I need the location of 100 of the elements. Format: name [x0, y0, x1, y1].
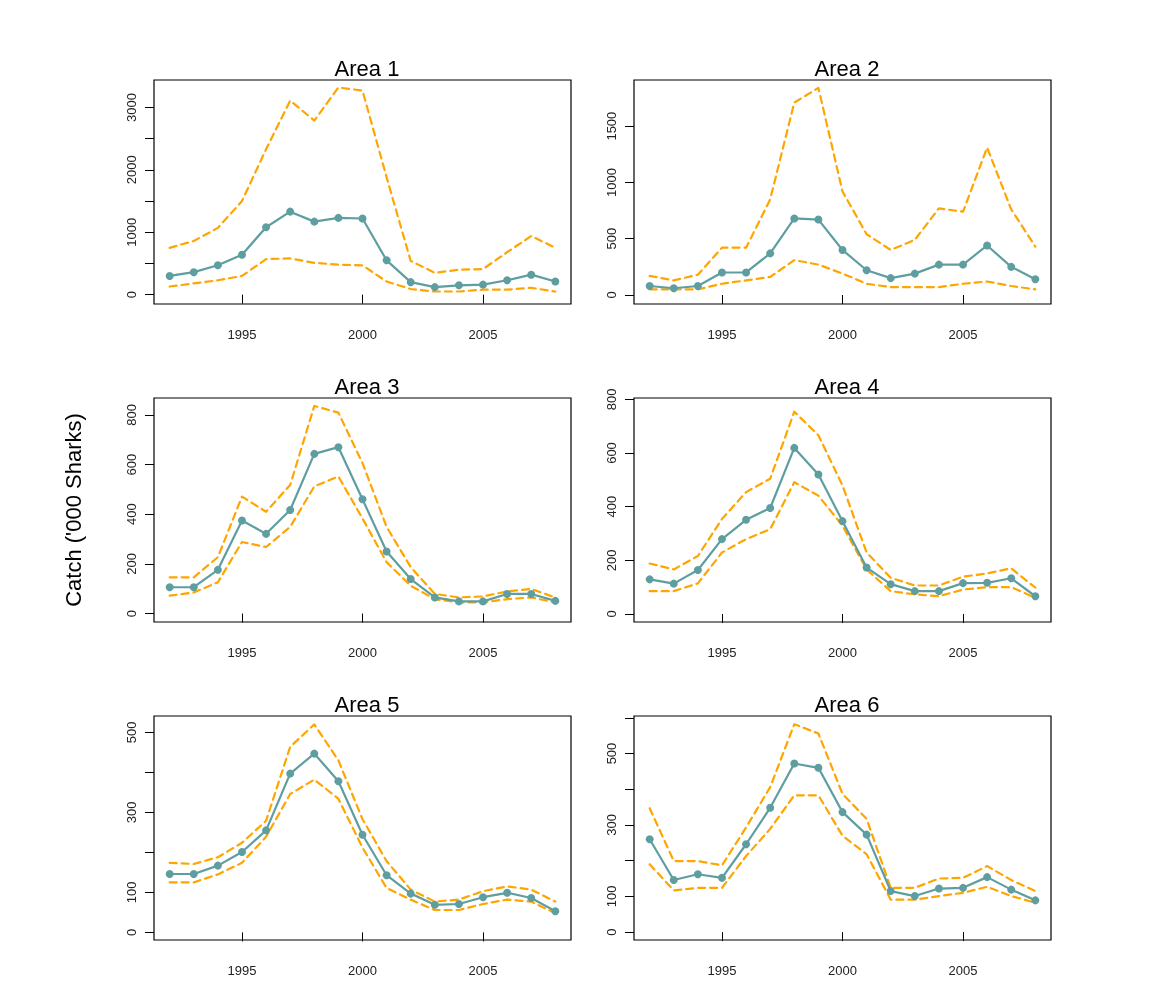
y-axis-title: Catch ('000 Sharks) — [60, 413, 86, 607]
point — [742, 840, 751, 849]
x-tick-label: 2005 — [468, 327, 498, 342]
point — [503, 276, 512, 285]
point — [406, 278, 415, 287]
point — [862, 266, 871, 275]
y-tick-label: 0 — [604, 928, 619, 936]
point — [790, 443, 799, 452]
point — [165, 271, 174, 280]
point — [1007, 574, 1016, 583]
point — [527, 894, 536, 902]
point — [189, 583, 198, 592]
point — [693, 870, 702, 879]
chart-title: Area 1 — [334, 55, 400, 81]
point — [551, 277, 560, 286]
y-tick-label: 800 — [124, 404, 139, 426]
point — [910, 587, 919, 596]
point — [838, 245, 847, 254]
point — [645, 281, 654, 290]
point — [527, 270, 536, 279]
y-tick-label: 300 — [604, 814, 619, 836]
point — [479, 597, 488, 606]
point — [645, 575, 654, 584]
y-tick-label: 0 — [604, 291, 619, 299]
point — [262, 529, 271, 538]
point — [213, 261, 222, 270]
point — [814, 470, 823, 479]
point — [645, 835, 654, 844]
point — [406, 889, 415, 898]
point — [766, 249, 775, 258]
y-tick-label: 0 — [124, 291, 139, 299]
point — [310, 449, 319, 458]
point — [1031, 592, 1040, 601]
y-tick-label: 200 — [604, 549, 619, 572]
point — [310, 749, 319, 758]
point — [1031, 896, 1040, 905]
y-tick-label: 400 — [604, 495, 619, 518]
point — [766, 503, 775, 512]
y-tick-label: 200 — [124, 553, 139, 575]
x-tick-label: 2005 — [948, 327, 978, 342]
y-tick-label: 500 — [604, 742, 619, 765]
point — [790, 759, 799, 768]
point — [213, 861, 222, 870]
y-tick-label: 0 — [124, 928, 139, 937]
point — [334, 213, 343, 222]
point — [742, 268, 751, 277]
point — [382, 256, 391, 265]
chart-title: Area 4 — [814, 373, 880, 399]
point — [959, 579, 968, 588]
point — [189, 268, 198, 277]
x-tick-label: 2005 — [948, 645, 978, 660]
x-tick-label: 2000 — [348, 963, 377, 978]
point — [669, 875, 678, 884]
x-tick-label: 2000 — [828, 327, 857, 342]
point — [669, 284, 678, 293]
x-tick-label: 2000 — [348, 645, 377, 660]
point — [454, 900, 463, 908]
chart-title: Area 2 — [814, 55, 880, 81]
y-tick-label: 0 — [124, 609, 139, 618]
y-tick-label: 100 — [604, 885, 619, 908]
point — [286, 506, 295, 514]
point — [237, 250, 246, 259]
point — [286, 207, 295, 216]
point — [1007, 885, 1016, 894]
x-tick-label: 2000 — [348, 327, 377, 342]
point — [262, 826, 271, 835]
y-tick-label: 400 — [124, 503, 139, 526]
y-tick-label: 500 — [124, 721, 139, 744]
point — [1031, 275, 1040, 284]
x-tick-label: 2005 — [948, 963, 978, 978]
point — [310, 217, 319, 226]
point — [527, 589, 536, 598]
point — [358, 830, 367, 839]
point — [838, 808, 847, 817]
point — [430, 593, 439, 602]
point — [503, 888, 512, 897]
chart-title: Area 5 — [334, 691, 400, 717]
point — [454, 597, 463, 606]
x-tick-label: 2005 — [468, 963, 498, 978]
x-tick-label: 1995 — [707, 327, 737, 342]
point — [479, 893, 488, 902]
point — [165, 870, 174, 878]
point — [213, 565, 222, 574]
point — [983, 241, 992, 250]
point — [814, 763, 823, 772]
point — [479, 280, 488, 289]
point — [334, 777, 343, 786]
point — [934, 260, 943, 269]
point — [934, 884, 943, 893]
point — [910, 269, 919, 278]
point — [382, 871, 391, 880]
point — [551, 596, 560, 605]
y-tick-label: 800 — [604, 388, 619, 411]
x-tick-label: 2005 — [468, 645, 498, 660]
point — [742, 515, 751, 524]
y-tick-label: 100 — [124, 881, 139, 904]
y-tick-label: 600 — [604, 442, 619, 464]
x-tick-label: 1995 — [227, 645, 257, 660]
x-tick-label: 1995 — [707, 963, 737, 978]
chart-title: Area 3 — [334, 373, 400, 399]
